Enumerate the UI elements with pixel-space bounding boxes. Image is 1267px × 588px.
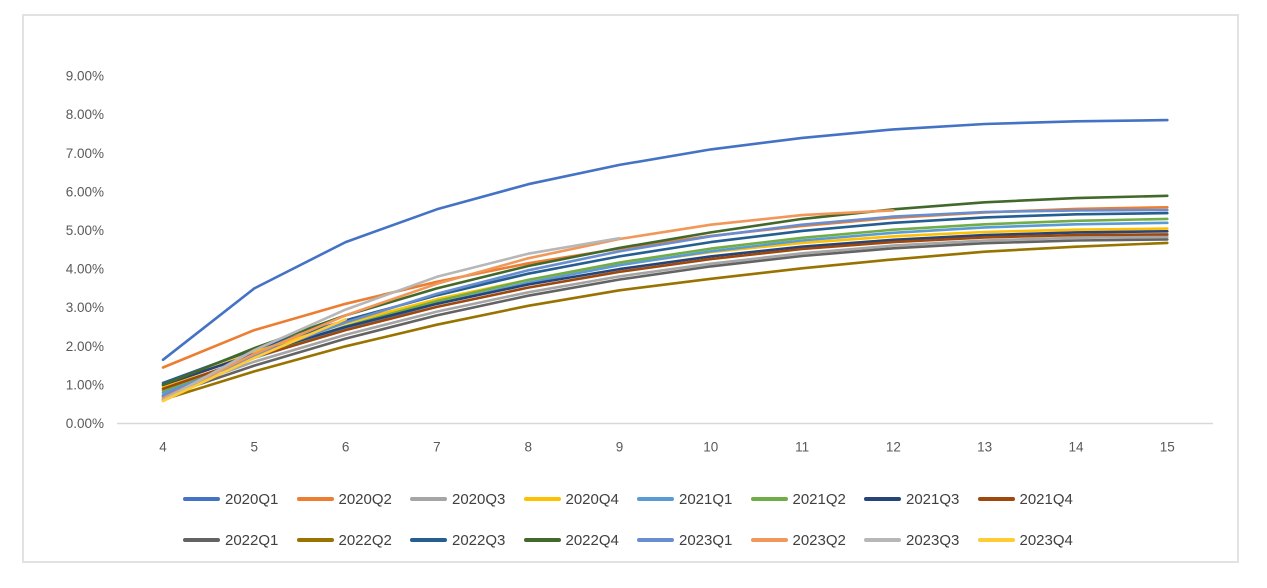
series-line-2023Q1 (161, 208, 1169, 398)
y-axis-tick-label: 6.00% (66, 184, 104, 199)
legend-label: 2022Q3 (452, 531, 506, 549)
series-line-2021Q4 (161, 233, 1169, 391)
x-axis-tick-label: 10 (703, 440, 718, 455)
legend-item-2020Q4: 2020Q4 (523, 490, 638, 508)
legend-label: 2020Q2 (338, 490, 392, 508)
legend-item-2023Q1: 2023Q1 (637, 532, 751, 549)
legend-swatch-icon (296, 538, 334, 542)
legend-label: 2022Q1 (225, 531, 279, 549)
legend-row-2: 2022Q1 2022Q2 2022Q3 2022Q4 2023Q1 2023Q2 2023… (183, 530, 1103, 550)
legend-label: 2021Q2 (792, 490, 846, 508)
legend-item-2021Q1: 2021Q1 (637, 491, 751, 508)
x-axis-tick-label: 14 (1068, 440, 1084, 455)
legend-swatch-icon (296, 497, 334, 501)
x-axis-tick-label: 4 (159, 440, 167, 455)
x-axis-tick-label: 7 (433, 440, 441, 455)
legend-label: 2023Q2 (792, 531, 846, 549)
x-axis-tick-label: 5 (251, 440, 259, 455)
legend-item-2020Q1: 2020Q1 (183, 491, 297, 508)
series-line-2022Q2 (161, 241, 1169, 401)
y-axis-tick-label: 8.00% (66, 107, 104, 122)
series-line-2020Q3 (161, 235, 1169, 396)
legend-item-2021Q4: 2021Q4 (977, 490, 1092, 508)
legend-swatch-icon (183, 538, 220, 542)
legend-label: 2020Q1 (225, 490, 279, 508)
legend-swatch-icon (183, 497, 220, 501)
x-axis-tick-label: 6 (342, 440, 350, 455)
legend-swatch-icon (523, 538, 561, 542)
y-axis-tick-label: 7.00% (66, 146, 104, 161)
legend-item-2020Q2: 2020Q2 (296, 490, 411, 508)
legend-item-2022Q1: 2022Q1 (183, 532, 297, 549)
legend-label: 2021Q4 (1019, 490, 1073, 508)
legend-swatch-icon (977, 538, 1015, 542)
legend-swatch-icon (637, 538, 674, 542)
series-line-2023Q3 (161, 236, 621, 402)
series-line-2020Q4 (161, 227, 1169, 389)
legend-label: 2023Q3 (906, 531, 960, 549)
legend-label: 2023Q1 (679, 531, 733, 549)
legend-item-2023Q3: 2023Q3 (864, 532, 978, 549)
legend-swatch-icon (977, 497, 1015, 501)
legend-label: 2022Q2 (338, 531, 392, 549)
x-axis-tick-label: 9 (616, 440, 624, 455)
series-line-2021Q3 (161, 230, 1169, 387)
y-axis-tick-label: 9.00% (66, 69, 104, 84)
legend-label: 2023Q4 (1019, 531, 1073, 549)
y-axis-tick-label: 4.00% (66, 262, 104, 277)
legend-swatch-icon (523, 497, 561, 501)
legend-item-2022Q3: 2022Q3 (410, 532, 524, 549)
x-axis-tick-label: 13 (977, 440, 992, 455)
legend-swatch-icon (750, 497, 788, 501)
legend-label: 2020Q3 (452, 490, 506, 508)
legend-swatch-icon (637, 497, 674, 501)
x-axis-tick-label: 15 (1160, 440, 1175, 455)
y-axis-tick-label: 0.00% (66, 416, 104, 431)
series-line-2023Q2 (161, 209, 895, 400)
series-line-2020Q1 (161, 118, 1169, 362)
legend-item-2020Q3: 2020Q3 (410, 491, 524, 508)
y-axis-tick-label: 2.00% (66, 339, 104, 354)
legend-swatch-icon (864, 497, 901, 501)
legend-item-2023Q4: 2023Q4 (977, 531, 1092, 549)
legend-item-2021Q3: 2021Q3 (864, 491, 978, 508)
chart-legend: 2020Q1 2020Q2 2020Q3 2020Q4 2021Q1 2021Q2 2021… (183, 489, 1103, 571)
legend-swatch-icon (750, 538, 788, 542)
x-axis-tick-label: 12 (886, 440, 901, 455)
legend-swatch-icon (864, 538, 901, 542)
series-line-2023Q4 (161, 317, 347, 403)
legend-item-2021Q2: 2021Q2 (750, 490, 865, 508)
x-axis-tick-label: 11 (795, 440, 809, 455)
series-line-2022Q1 (161, 238, 1169, 398)
legend-label: 2022Q4 (565, 531, 619, 549)
legend-label: 2021Q3 (906, 490, 960, 508)
legend-swatch-icon (410, 538, 447, 542)
y-axis-tick-label: 1.00% (66, 377, 104, 392)
legend-item-2023Q2: 2023Q2 (750, 531, 865, 549)
x-axis-tick-label: 8 (524, 440, 532, 455)
legend-item-2022Q2: 2022Q2 (296, 531, 411, 549)
legend-swatch-icon (410, 497, 447, 501)
legend-row-1: 2020Q1 2020Q2 2020Q3 2020Q4 2021Q1 2021Q2 2021… (183, 489, 1103, 509)
y-axis-tick-label: 3.00% (66, 300, 104, 315)
legend-item-2022Q4: 2022Q4 (523, 531, 638, 549)
legend-label: 2021Q1 (679, 490, 733, 508)
legend-label: 2020Q4 (565, 490, 619, 508)
y-axis-tick-label: 5.00% (66, 223, 104, 238)
